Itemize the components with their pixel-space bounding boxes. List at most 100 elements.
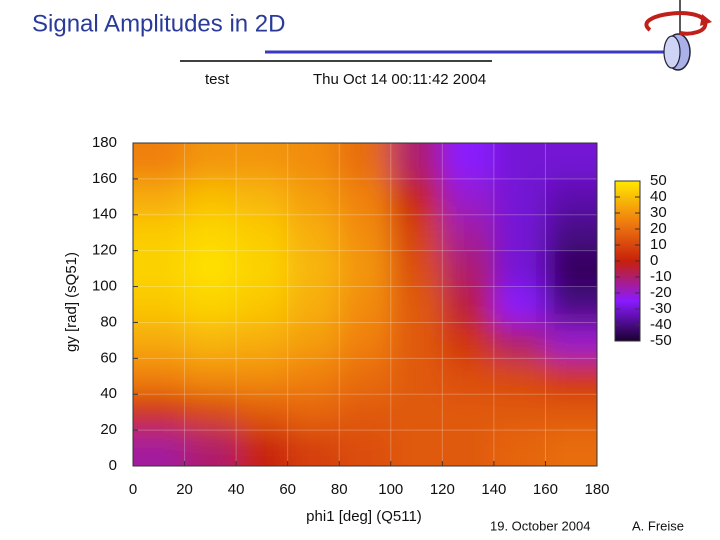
heatmap [133,143,597,466]
heatmap-cell [133,322,186,359]
heatmap-cell [236,214,289,252]
heatmap-cell [184,322,237,359]
heatmap-cell [390,250,443,288]
colorbar-tick-label: -10 [650,268,672,285]
heatmap-cell [493,358,546,395]
heatmap-cell [236,286,289,323]
heatmap-cell [390,322,443,359]
plot-frame [132,142,598,467]
heatmap-cell [493,286,546,323]
heatmap-cell [287,286,340,323]
heatmap-cell [545,178,597,216]
heatmap-cell [184,430,237,466]
heatmap-cell [287,178,340,216]
footer-author: A. Freise [632,518,684,533]
heatmap-cell [287,143,340,180]
colorbar-tick-label: 10 [650,236,667,253]
colorbar-tick-label: 0 [650,252,658,269]
heatmap-cell [287,394,340,431]
heatmap-cell [133,178,186,216]
heatmap-cell [339,394,392,431]
colorbar-tick-label: -30 [650,300,672,317]
heatmap-cell [339,358,392,395]
heatmap-cell [442,250,495,288]
y-tick-label: 0 [109,457,117,474]
heatmap-cell [493,250,546,288]
colorbar-tick-label: 40 [650,188,667,205]
heatmap-cell [493,178,546,216]
x-tick-label: 80 [331,481,348,498]
heatmap-cell [236,358,289,395]
heatmap-cell [133,430,186,466]
heatmap-cell [287,214,340,252]
heatmap-cell [493,430,546,466]
heatmap-cell [390,286,443,323]
heatmap-cell [390,358,443,395]
y-tick-label: 120 [92,242,117,259]
heatmap-cell [339,178,392,216]
heatmap-cell [442,178,495,216]
heatmap-cell [184,178,237,216]
heatmap-cell [545,358,597,395]
x-tick-label: 0 [129,481,137,498]
heatmap-cell [493,322,546,359]
heatmap-cell [236,322,289,359]
heatmap-cell [184,358,237,395]
heatmap-cell [442,394,495,431]
x-tick-label: 60 [279,481,296,498]
x-tick-label: 180 [584,481,609,498]
heatmap-cell [184,143,237,180]
chart-subtitle: Thu Oct 14 00:11:42 2004 [313,71,486,88]
heatmap-cell [339,430,392,466]
heatmap-cell [390,394,443,431]
heatmap-cell [133,250,186,288]
y-tick-label: 80 [100,313,117,330]
heatmap-cell [133,394,186,431]
heatmap-cell [493,394,546,431]
heatmap-cell [339,250,392,288]
heatmap-cell [442,430,495,466]
heatmap-cell [236,250,289,288]
heatmap-cell [390,214,443,252]
logo [644,0,712,71]
heatmap-cell [545,143,597,180]
x-tick-label: 40 [228,481,245,498]
y-tick-label: 60 [100,349,117,366]
heatmap-cell [442,358,495,395]
heatmap-cell [287,430,340,466]
heatmap-cell [287,322,340,359]
heatmap-cell [287,358,340,395]
colorbar-tick-label: 20 [650,220,667,237]
heatmap-cell [236,143,289,180]
y-tick-label: 20 [100,421,117,438]
colorbar-tick-label: 30 [650,204,667,221]
heatmap-cell [339,322,392,359]
x-tick-label: 20 [176,481,193,498]
heatmap-cell [236,430,289,466]
heatmap-cell [287,250,340,288]
y-tick-label: 40 [100,385,117,402]
heatmap-cell [339,143,392,180]
heatmap-cell [545,394,597,431]
heatmap-cell [545,286,597,323]
heatmap-cell [493,143,546,180]
slide-title: Signal Amplitudes in 2D [32,10,285,37]
heatmap-cell [545,250,597,288]
y-tick-label: 100 [92,278,117,295]
x-axis-label: phi1 [deg] (Q511) [306,508,422,525]
heatmap-cell [545,214,597,252]
x-tick-label: 100 [378,481,403,498]
colorbar-tick-label: -40 [650,316,672,333]
chart-title: test [205,71,230,88]
heatmap-cell [442,322,495,359]
heatmap-cell [133,214,186,252]
x-tick-label: 160 [533,481,558,498]
heatmap-cell [236,178,289,216]
colorbar-tick-label: -50 [650,332,672,349]
heatmap-cell [133,143,186,180]
y-tick-label: 160 [92,170,117,187]
x-tick-label: 120 [430,481,455,498]
heatmap-cell [339,286,392,323]
heatmap-cell [390,178,443,216]
